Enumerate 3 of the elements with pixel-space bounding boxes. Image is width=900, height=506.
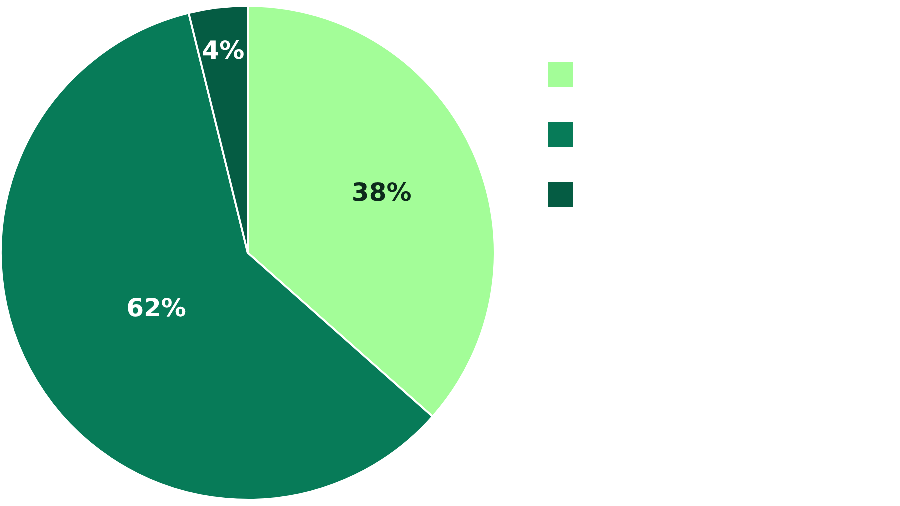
data-label: 38% (352, 178, 412, 207)
data-label: 62% (126, 293, 186, 322)
data-label: 4% (202, 36, 245, 66)
